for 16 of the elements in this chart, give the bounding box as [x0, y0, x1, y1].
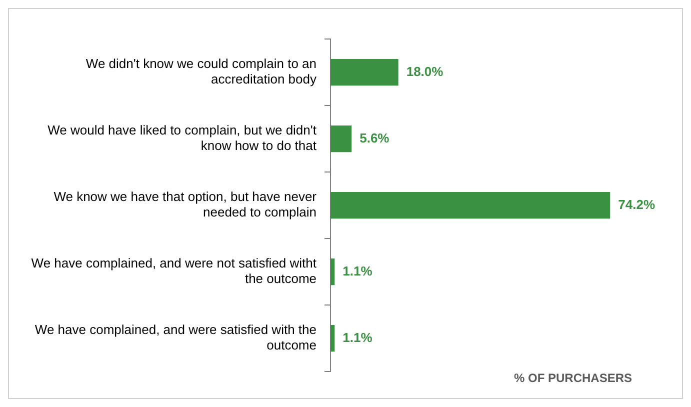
bar — [330, 58, 398, 86]
bar — [330, 125, 352, 152]
data-label: 1.1% — [342, 263, 373, 278]
y-tick-label: We have complained, and were satisfied with the outcome — [34, 322, 316, 353]
bar — [330, 325, 335, 352]
bar — [330, 192, 610, 219]
x-axis-title: % OF PURCHASERS — [514, 371, 632, 386]
data-label: 74.2% — [618, 196, 656, 212]
y-tick-label: We have complained, and were not satisfied witht the outcome — [31, 256, 317, 286]
data-label: 5.6% — [360, 130, 390, 146]
y-tick-label: We would have liked to complain, but we didn't know how to do that — [48, 122, 317, 154]
bar — [330, 258, 335, 286]
y-tick-label: We didn't know we could complain to an accreditation body — [86, 56, 317, 87]
data-label: 1.1% — [342, 330, 373, 345]
y-tick-label: We know we have that option, but have never needed to complain — [54, 189, 318, 220]
data-label: 18.0% — [406, 64, 444, 79]
